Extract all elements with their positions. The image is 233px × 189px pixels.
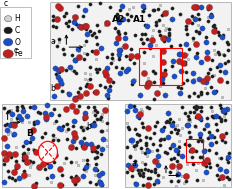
Text: b: b <box>86 122 91 131</box>
Bar <box>186 139 203 162</box>
Text: c: c <box>3 0 8 8</box>
Text: B: B <box>26 129 33 138</box>
Text: c: c <box>14 46 18 55</box>
Circle shape <box>4 27 12 34</box>
Bar <box>50 2 231 100</box>
Circle shape <box>3 38 13 46</box>
Text: H: H <box>14 14 20 23</box>
Text: O: O <box>14 38 20 47</box>
Circle shape <box>3 50 13 58</box>
FancyBboxPatch shape <box>0 7 31 58</box>
Circle shape <box>4 16 12 22</box>
Text: a: a <box>132 159 136 168</box>
Text: A1: A1 <box>133 15 146 24</box>
Bar <box>2 104 108 187</box>
Text: C: C <box>14 26 20 35</box>
Bar <box>125 104 231 187</box>
Bar <box>161 48 182 85</box>
Bar <box>140 48 160 85</box>
Text: Fe: Fe <box>14 49 23 58</box>
Text: a: a <box>50 37 55 46</box>
Text: b: b <box>50 84 55 93</box>
Text: A2: A2 <box>112 15 125 24</box>
Ellipse shape <box>38 141 58 163</box>
